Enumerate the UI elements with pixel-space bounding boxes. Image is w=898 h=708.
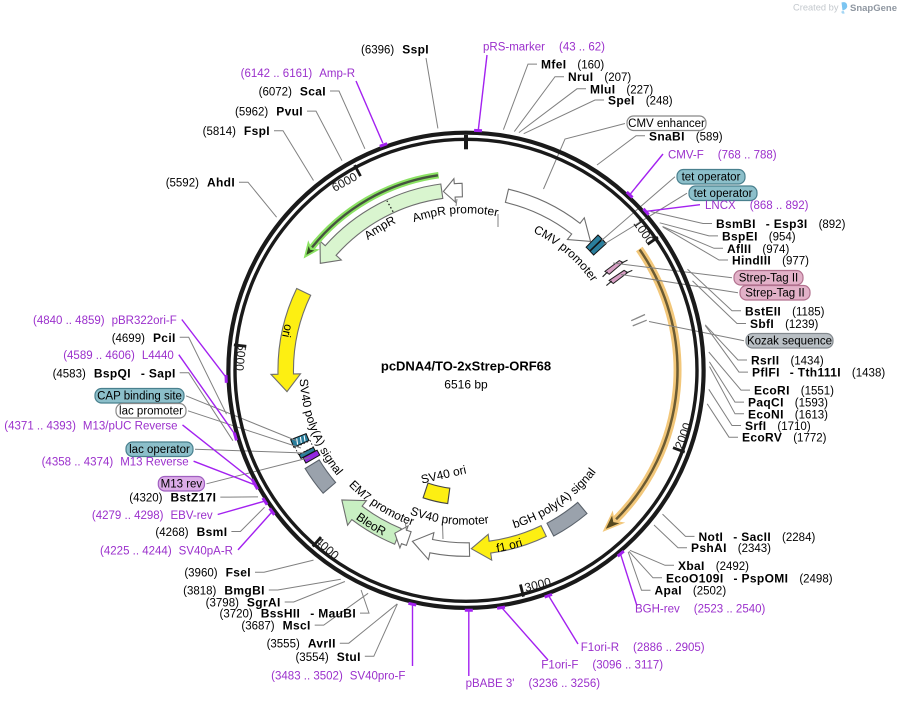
svg-text:F1ori-F(3096 .. 3117): F1ori-F(3096 .. 3117) [541, 660, 663, 672]
svg-text:(4279 .. 4298)EBV-rev: (4279 .. 4298)EBV-rev [92, 510, 213, 522]
svg-text:SnapGene: SnapGene [850, 3, 897, 14]
svg-text:BGH-rev(2523 .. 2540): BGH-rev(2523 .. 2540) [635, 603, 766, 615]
svg-text:(4320)BstZ17I: (4320)BstZ17I [129, 491, 216, 505]
svg-text:CAP binding site: CAP binding site [97, 390, 182, 402]
svg-text:Kozak sequence: Kozak sequence [747, 335, 832, 347]
svg-text:CMV enhancer: CMV enhancer [628, 118, 705, 130]
svg-text:EcoO109I- PspOMI(2498): EcoO109I- PspOMI(2498) [666, 571, 833, 585]
svg-text:Strep-Tag II: Strep-Tag II [745, 287, 804, 299]
svg-text:tet operator: tet operator [682, 171, 741, 183]
svg-text:(6142 .. 6161)Amp-R: (6142 .. 6161)Amp-R [241, 68, 355, 80]
svg-text:CMV-F(768 .. 788): CMV-F(768 .. 788) [668, 150, 777, 162]
svg-text:HindIII(977): HindIII(977) [732, 254, 809, 268]
svg-text:M13 rev: M13 rev [161, 478, 203, 490]
svg-text:Strep-Tag II: Strep-Tag II [739, 272, 798, 284]
svg-text:lac operator: lac operator [129, 444, 190, 456]
svg-text:(4699)PciI: (4699)PciI [112, 331, 176, 345]
svg-text:pcDNA4/TO-2xStrep-ORF68: pcDNA4/TO-2xStrep-ORF68 [381, 359, 551, 374]
svg-text:LNCX(868 .. 892): LNCX(868 .. 892) [705, 200, 809, 212]
svg-text:(4225 .. 4244)SV40pA-R: (4225 .. 4244)SV40pA-R [100, 545, 233, 557]
svg-text:F1ori-R(2886 .. 2905): F1ori-R(2886 .. 2905) [581, 642, 705, 654]
svg-text:Created by: Created by [793, 3, 839, 13]
svg-text:(4371 .. 4393)M13/pUC Reverse: (4371 .. 4393)M13/pUC Reverse [4, 420, 177, 432]
svg-text:lac promoter: lac promoter [119, 405, 183, 417]
svg-text:tet operator: tet operator [694, 188, 753, 200]
svg-text:5000: 5000 [232, 343, 249, 371]
svg-text:6516 bp: 6516 bp [444, 378, 488, 392]
svg-text:SbfI(1239): SbfI(1239) [750, 317, 818, 331]
svg-text:(3483 .. 3502)SV40pro-F: (3483 .. 3502)SV40pro-F [271, 670, 405, 682]
svg-text:PflFI- Tth111I(1438): PflFI- Tth111I(1438) [752, 366, 885, 380]
svg-text:(3554)StuI: (3554)StuI [295, 650, 360, 664]
svg-text:pRS-marker(43 .. 62): pRS-marker(43 .. 62) [483, 42, 605, 54]
svg-text:(4589 .. 4606)L4440: (4589 .. 4606)L4440 [63, 350, 174, 362]
svg-text:pBABE 3'(3236 .. 3256): pBABE 3'(3236 .. 3256) [466, 678, 601, 690]
svg-text:(4583)BspQI- SapI: (4583)BspQI- SapI [53, 366, 176, 380]
